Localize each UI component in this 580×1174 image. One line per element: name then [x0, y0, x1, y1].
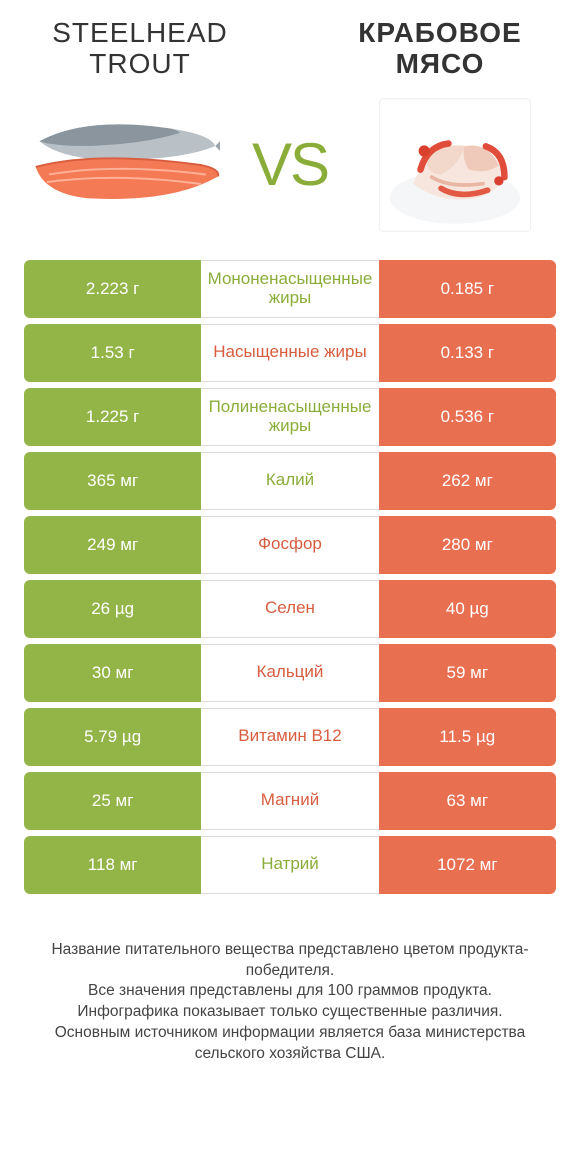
nutrient-label-cell: Магний	[201, 772, 378, 830]
comparison-table: 2.223 гМононенасыщенные жиры0.185 г 1.53 …	[0, 260, 580, 894]
table-row: 118 мгНатрий1072 мг	[24, 836, 556, 894]
right-value-cell: 0.536 г	[379, 388, 556, 446]
table-row: 2.223 гМононенасыщенные жиры0.185 г	[24, 260, 556, 318]
nutrient-label-cell: Кальций	[201, 644, 378, 702]
images-row: VS	[0, 90, 580, 260]
table-row: 1.53 гНасыщенные жиры0.133 г	[24, 324, 556, 382]
footer-notes: Название питательного вещества представл…	[0, 900, 580, 1066]
nutrient-label-cell: Мононенасыщенные жиры	[201, 260, 378, 318]
nutrient-label-cell: Калий	[201, 452, 378, 510]
left-value-cell: 2.223 г	[24, 260, 201, 318]
left-value-cell: 5.79 µg	[24, 708, 201, 766]
right-value-cell: 40 µg	[379, 580, 556, 638]
right-value-cell: 1072 мг	[379, 836, 556, 894]
vs-label: VS	[252, 130, 328, 199]
footer-line: Все значения представлены для 100 граммо…	[30, 981, 550, 1002]
table-row: 1.225 гПолиненасыщенные жиры0.536 г	[24, 388, 556, 446]
right-value-cell: 59 мг	[379, 644, 556, 702]
table-row: 5.79 µgВитамин B1211.5 µg	[24, 708, 556, 766]
footer-line: Основным источником информации является …	[30, 1023, 550, 1065]
right-value-cell: 0.133 г	[379, 324, 556, 382]
footer-line: Название питательного вещества представл…	[30, 940, 550, 982]
left-value-cell: 365 мг	[24, 452, 201, 510]
left-value-cell: 249 мг	[24, 516, 201, 574]
crab-meat-icon	[370, 95, 540, 235]
crab-image	[360, 100, 550, 230]
trout-image	[30, 100, 220, 230]
right-value-cell: 0.185 г	[379, 260, 556, 318]
table-row: 365 мгКалий262 мг	[24, 452, 556, 510]
right-value-cell: 63 мг	[379, 772, 556, 830]
left-value-cell: 30 мг	[24, 644, 201, 702]
footer-line: Инфографика показывает только существенн…	[30, 1002, 550, 1023]
nutrient-label-cell: Полиненасыщенные жиры	[201, 388, 378, 446]
right-product-title: КРАБОВОЕ МЯСО	[330, 18, 550, 80]
left-value-cell: 25 мг	[24, 772, 201, 830]
left-value-cell: 26 µg	[24, 580, 201, 638]
right-value-cell: 262 мг	[379, 452, 556, 510]
nutrient-label-cell: Витамин B12	[201, 708, 378, 766]
table-row: 25 мгМагний63 мг	[24, 772, 556, 830]
left-value-cell: 1.53 г	[24, 324, 201, 382]
header: STEELHEAD TROUT КРАБОВОЕ МЯСО	[0, 0, 580, 90]
left-value-cell: 1.225 г	[24, 388, 201, 446]
table-row: 26 µgСелен40 µg	[24, 580, 556, 638]
right-value-cell: 280 мг	[379, 516, 556, 574]
table-row: 249 мгФосфор280 мг	[24, 516, 556, 574]
left-product-title: STEELHEAD TROUT	[30, 18, 250, 80]
nutrient-label-cell: Насыщенные жиры	[201, 324, 378, 382]
nutrient-label-cell: Фосфор	[201, 516, 378, 574]
left-value-cell: 118 мг	[24, 836, 201, 894]
right-value-cell: 11.5 µg	[379, 708, 556, 766]
nutrient-label-cell: Натрий	[201, 836, 378, 894]
trout-icon	[30, 105, 220, 225]
nutrient-label-cell: Селен	[201, 580, 378, 638]
table-row: 30 мгКальций59 мг	[24, 644, 556, 702]
